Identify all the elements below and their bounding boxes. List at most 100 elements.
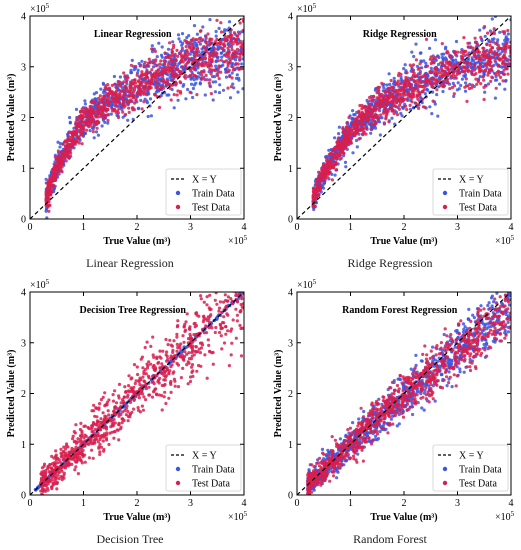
point-train-data: [323, 181, 327, 185]
point-test-data: [211, 280, 214, 283]
point-train-data: [106, 121, 110, 125]
point-train-data: [363, 120, 367, 124]
point-test-data: [423, 105, 427, 109]
point-train-data: [149, 114, 153, 118]
point-test-data: [144, 71, 148, 75]
point-test-data: [140, 404, 144, 408]
point-train-data: [478, 28, 482, 32]
point-test-data: [107, 442, 111, 447]
point-train-data: [186, 87, 190, 92]
point-train-data: [213, 90, 217, 94]
point-test-data: [494, 41, 498, 46]
point-test-data: [116, 428, 120, 432]
point-test-data: [86, 110, 90, 114]
point-test-data: [123, 104, 127, 108]
point-train-data: [488, 29, 492, 33]
point-train-data: [491, 40, 495, 44]
point-test-data: [181, 357, 185, 361]
point-test-data: [376, 90, 380, 94]
point-test-data: [482, 97, 486, 102]
point-test-data: [188, 332, 192, 336]
point-test-data: [91, 130, 95, 134]
point-test-data: [428, 57, 432, 61]
point-test-data: [352, 127, 357, 131]
point-test-data: [169, 379, 173, 384]
point-train-data: [506, 32, 510, 36]
point-train-data: [223, 67, 228, 71]
point-test-data: [457, 69, 461, 73]
point-test-data: [497, 63, 501, 67]
point-train-data: [219, 51, 223, 55]
legend-test-marker: [442, 204, 448, 210]
point-test-data: [100, 99, 104, 103]
point-test-data: [392, 111, 396, 116]
point-test-data: [201, 276, 204, 279]
point-train-data: [457, 87, 461, 91]
point-test-data: [433, 78, 437, 82]
point-test-data: [95, 104, 100, 108]
point-test-data: [184, 54, 188, 58]
point-train-data: [436, 114, 440, 118]
y-tick-label: 2: [21, 113, 26, 124]
point-train-data: [459, 83, 463, 88]
point-test-data: [415, 95, 419, 99]
point-test-data: [129, 377, 133, 381]
point-test-data: [113, 92, 118, 96]
point-test-data: [110, 83, 114, 87]
point-train-data: [192, 78, 196, 82]
point-test-data: [82, 112, 86, 116]
point-test-data: [184, 45, 188, 49]
point-test-data: [61, 142, 65, 146]
y-tick-label: 2: [288, 113, 293, 124]
point-test-data: [234, 39, 238, 43]
x-tick-label: 3: [188, 222, 193, 233]
point-train-data: [419, 51, 423, 55]
point-test-data: [466, 45, 470, 49]
point-test-data: [183, 322, 187, 327]
point-test-data: [75, 440, 80, 444]
point-test-data: [366, 105, 370, 109]
point-train-data: [100, 124, 104, 128]
point-train-data: [241, 57, 244, 61]
point-train-data: [456, 81, 460, 85]
point-test-data: [122, 80, 126, 84]
point-test-data: [155, 355, 159, 359]
point-test-data: [482, 78, 486, 82]
point-train-data: [217, 91, 222, 95]
point-train-data: [403, 63, 407, 67]
point-test-data: [482, 46, 486, 50]
point-train-data: [441, 58, 445, 62]
point-train-data: [390, 116, 394, 120]
point-test-data: [466, 41, 470, 45]
point-train-data: [198, 82, 202, 86]
point-test-data: [190, 370, 194, 374]
point-test-data: [148, 86, 152, 90]
point-train-data: [213, 75, 217, 79]
point-test-data: [96, 434, 100, 438]
legend-test-marker: [175, 204, 181, 210]
point-train-data: [37, 484, 41, 489]
point-test-data: [117, 94, 121, 98]
point-test-data: [228, 74, 232, 79]
point-test-data: [439, 66, 443, 70]
point-train-data: [224, 5, 227, 8]
point-test-data: [158, 355, 162, 359]
point-test-data: [454, 53, 458, 57]
point-test-data: [106, 409, 110, 413]
x-tick-label: 1: [348, 222, 353, 233]
point-test-data: [195, 369, 199, 373]
point-test-data: [119, 401, 123, 405]
point-test-data: [67, 452, 71, 456]
point-train-data: [241, 87, 244, 91]
point-test-data: [141, 375, 145, 379]
point-test-data: [64, 159, 68, 163]
point-test-data: [221, 320, 225, 325]
point-train-data: [333, 173, 337, 177]
point-test-data: [412, 71, 416, 75]
x-tick-label: 2: [135, 222, 140, 233]
point-train-data: [118, 75, 122, 79]
point-train-data: [99, 87, 103, 91]
point-test-data: [154, 70, 158, 74]
